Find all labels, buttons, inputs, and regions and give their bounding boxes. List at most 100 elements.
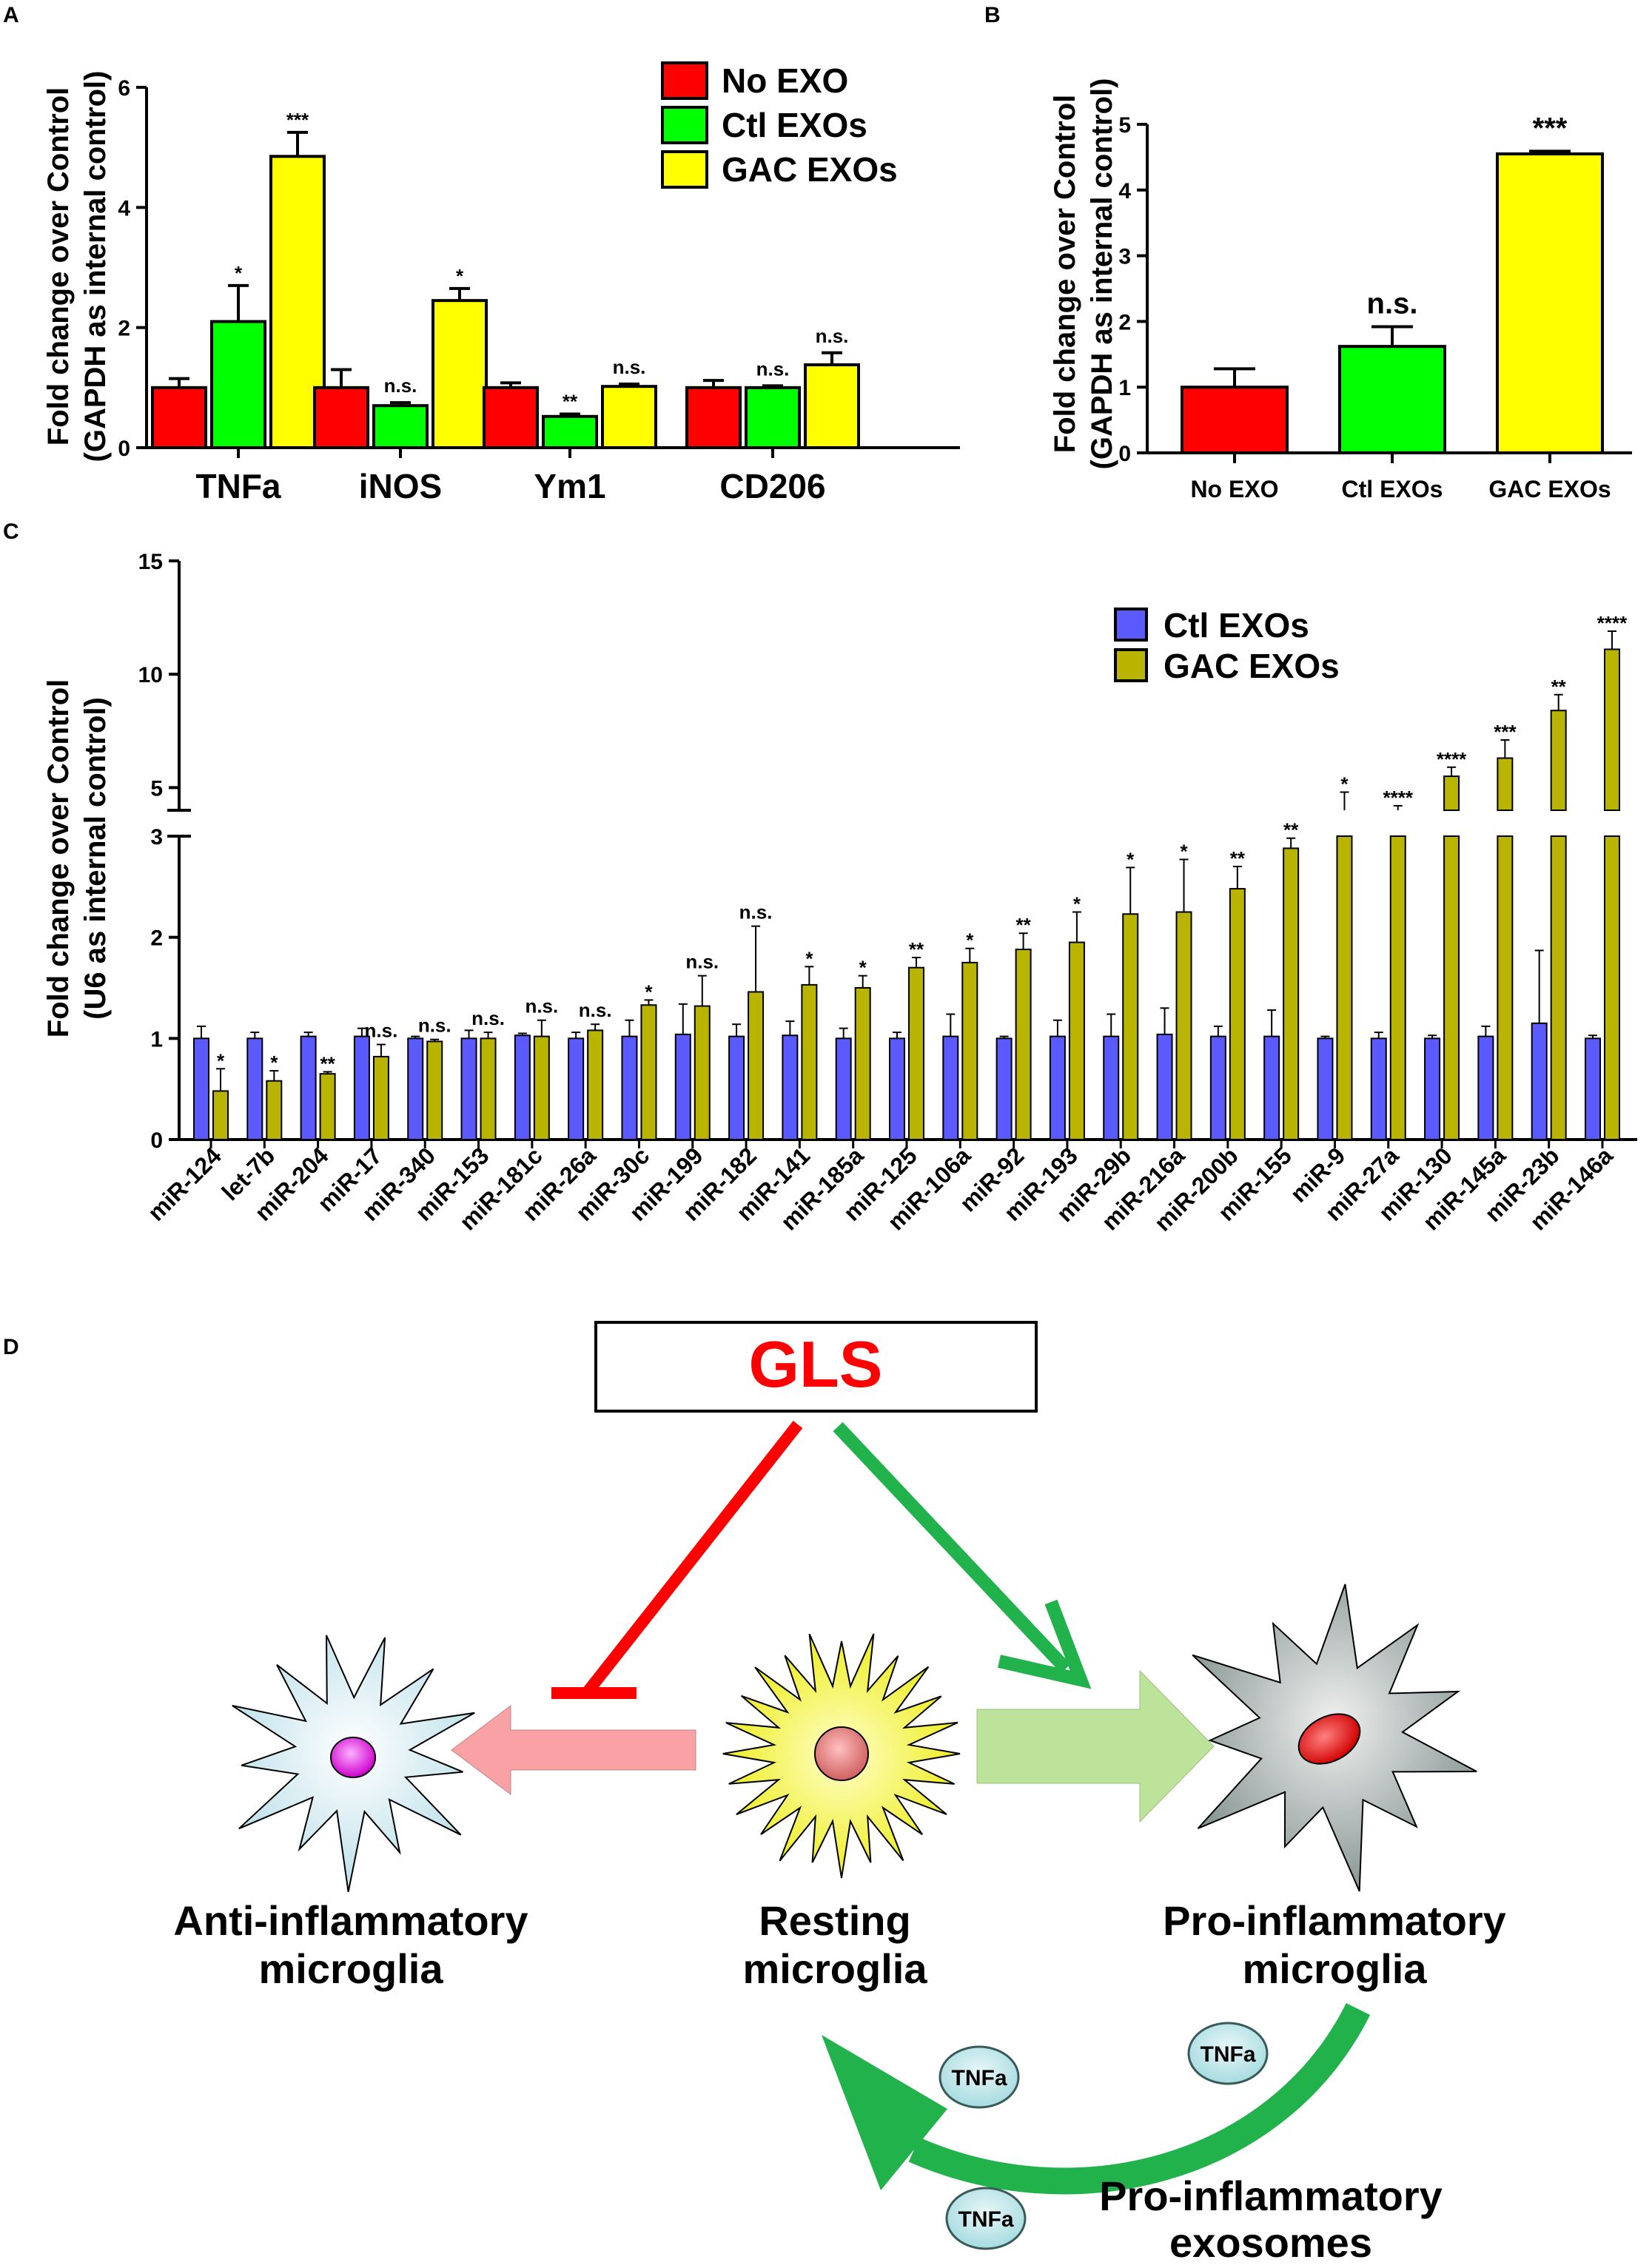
a-legend-swatch — [661, 150, 708, 189]
a-bar — [804, 363, 860, 449]
c-bar-gac — [854, 987, 871, 1140]
panel-c: C Fold change over Control (U6 as intern… — [3, 519, 1637, 1236]
c-bar-gac — [1604, 835, 1620, 1140]
panel-b-ylabel-line2: (GAPDH as internal control) — [1086, 78, 1118, 470]
c-bar-gac — [1283, 847, 1300, 1141]
panel-b-label: B — [984, 3, 1001, 27]
c-bar-gac — [1389, 835, 1406, 1140]
a-bar — [601, 385, 657, 450]
a-category-label: Ym1 — [534, 467, 605, 505]
panel-d: D GLS Anti-inflammatory microglia Restin… — [3, 1321, 1506, 2266]
c-significance-label: ** — [1551, 676, 1567, 698]
c-significance-label: * — [645, 980, 653, 1003]
panel-b: B Fold change over Control (GAPDH as int… — [984, 3, 1632, 502]
c-legend-swatch — [1114, 608, 1148, 642]
a-y-tick-label: 0 — [118, 437, 130, 461]
panel-a-legend: No EXO Ctl EXOs GAC EXOs — [661, 61, 898, 189]
b-y-tick-label: 1 — [1118, 376, 1131, 400]
c-significance-label: * — [270, 1051, 278, 1074]
c-significance-label: * — [805, 947, 813, 969]
c-bar-gac-upper — [1497, 757, 1514, 812]
c-bar-gac — [801, 983, 818, 1141]
c-bar-gac-upper — [1550, 710, 1567, 812]
activation-arrowhead — [998, 1599, 1092, 1689]
exosome-label-line2: exosomes — [1169, 2219, 1372, 2266]
a-bar — [685, 386, 742, 449]
c-bar-ctl — [1049, 1035, 1066, 1140]
c-y-tick-label: 3 — [150, 825, 163, 849]
c-bar-ctl — [835, 1037, 852, 1141]
a-significance-label: * — [235, 262, 243, 284]
c-bar-gac — [1175, 911, 1192, 1140]
c-significance-label: n.s. — [685, 951, 719, 973]
c-bar-ctl — [1424, 1037, 1441, 1141]
c-y-tick-label: 0 — [150, 1128, 163, 1153]
b-category-label: No EXO — [1190, 476, 1278, 502]
panel-b-ylabel: Fold change over Control (GAPDH as inter… — [1049, 78, 1118, 470]
b-bar — [1181, 386, 1289, 455]
b-category-label: Ctl EXOs — [1342, 476, 1443, 502]
panel-a-bars: ****n.s.***n.s. n.s.n.s. — [151, 109, 860, 450]
c-significance-label: ** — [1283, 819, 1299, 841]
c-bar-ctl — [353, 1035, 370, 1140]
c-bar-gac — [640, 1004, 657, 1140]
c-bar-ctl — [300, 1035, 317, 1140]
c-significance-label: * — [1340, 773, 1349, 795]
c-bar-ctl — [674, 1033, 691, 1141]
c-y-tick-label: 2 — [150, 926, 163, 951]
panel-d-label: D — [3, 1335, 19, 1359]
c-significance-label: ** — [1230, 847, 1246, 869]
c-significance-label: n.s. — [365, 1020, 398, 1042]
c-bar-gac — [1497, 835, 1514, 1140]
anti-inflammatory-nucleus — [330, 1737, 376, 1778]
panel-c-ylabel-line2: (U6 as internal control) — [79, 697, 112, 1020]
c-significance-label: n.s. — [471, 1007, 505, 1029]
a-legend-swatch — [661, 61, 708, 100]
resting-nucleus — [814, 1726, 869, 1781]
tnf-label-2: TNFa — [1201, 2042, 1256, 2067]
c-bar-ctl — [782, 1034, 799, 1140]
c-significance-label: n.s. — [525, 995, 558, 1017]
c-bar-ctl — [1317, 1037, 1334, 1141]
a-category-label: CD206 — [719, 467, 825, 505]
c-bar-ctl — [568, 1037, 585, 1141]
a-category-label: TNFa — [196, 467, 281, 505]
resting-label-line2: microglia — [743, 1945, 928, 1992]
c-bar-gac — [212, 1090, 229, 1141]
c-bar-gac — [480, 1037, 497, 1141]
c-bar-gac — [319, 1073, 336, 1140]
a-significance-label: *** — [286, 109, 309, 131]
c-bar-gac — [1122, 913, 1139, 1140]
c-significance-label: * — [1073, 893, 1081, 915]
c-significance-label: * — [1180, 840, 1188, 862]
a-legend-label: GAC EXOs — [722, 150, 898, 189]
c-bar-gac — [748, 991, 765, 1141]
b-y-tick-label: 3 — [1118, 245, 1131, 269]
a-legend-label: No EXO — [722, 61, 848, 100]
panel-a-ylabel: Fold change over Control (GAPDH as inter… — [42, 71, 112, 462]
c-bar-gac — [1336, 835, 1353, 1140]
a-bar — [483, 386, 539, 449]
c-bar-ctl — [1209, 1035, 1226, 1140]
b-y-tick-label: 0 — [1118, 442, 1131, 466]
a-y-tick-label: 4 — [118, 196, 130, 221]
anti-polarization-arrow — [451, 1705, 696, 1795]
a-legend-swatch — [661, 106, 708, 144]
a-significance-label: n.s. — [816, 325, 849, 347]
c-significance-label: * — [217, 1049, 225, 1071]
gls-label: GLS — [749, 1328, 883, 1401]
c-bar-ctl — [246, 1037, 263, 1141]
c-bar-gac-upper — [1604, 648, 1620, 811]
c-bar-ctl — [995, 1037, 1013, 1141]
b-y-tick-label: 4 — [1118, 179, 1131, 203]
c-bar-gac — [266, 1080, 283, 1140]
c-y-tick-label: 5 — [150, 776, 163, 801]
c-legend-swatch — [1114, 648, 1148, 682]
b-significance-label: *** — [1533, 112, 1568, 144]
pro-label-line1: Pro-inflammatory — [1163, 1897, 1506, 1944]
c-significance-label: **** — [1437, 748, 1467, 770]
c-significance-label: ** — [1015, 914, 1031, 936]
c-bar-gac — [1229, 888, 1246, 1140]
